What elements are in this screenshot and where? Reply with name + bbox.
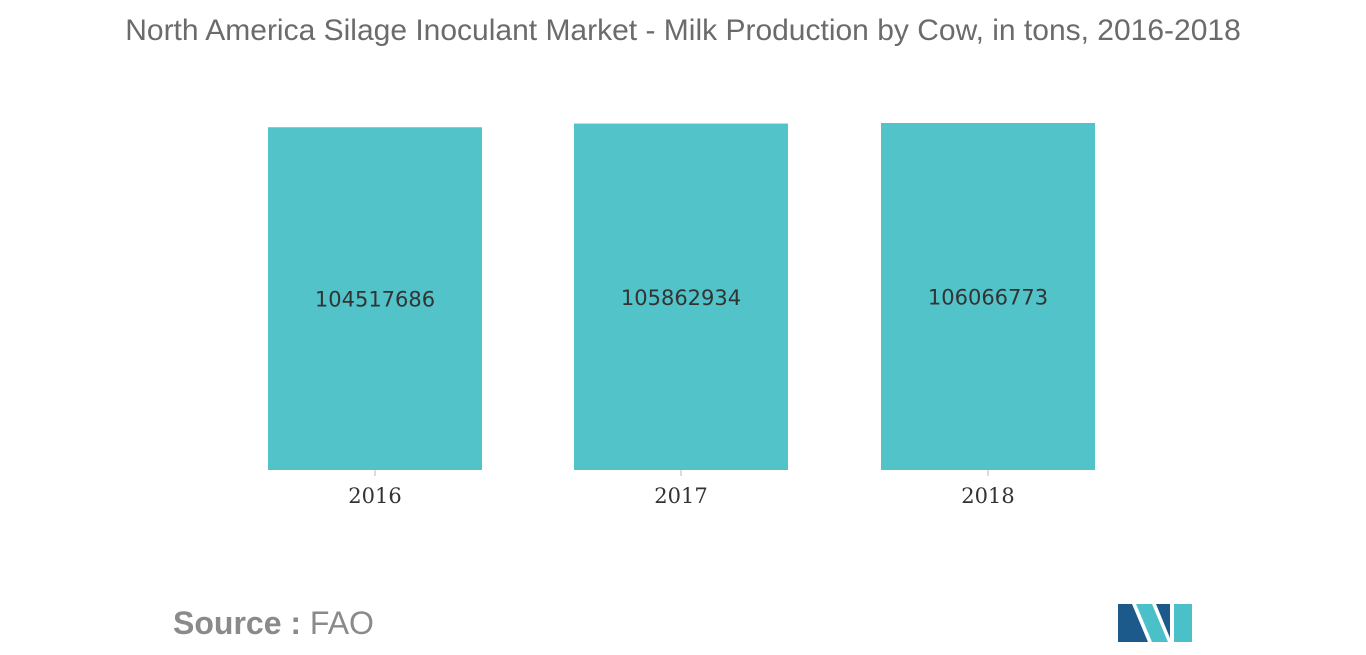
bar-2017 (574, 123, 788, 470)
bar-2016 (268, 127, 482, 470)
data-label-2018: 106066773 (928, 286, 1048, 310)
bar-chart: 104517686 2016 105862934 2017 106066773 2018 (268, 123, 1095, 508)
chart-title: North America Silage Inoculant Market - … (125, 14, 1241, 47)
x-tick-label-2018: 2018 (961, 484, 1014, 508)
source-value: FAO (309, 605, 374, 641)
bar-2018 (881, 123, 1095, 470)
source-label: Source : (173, 605, 302, 641)
data-label-2017: 105862934 (621, 286, 741, 310)
x-tick-label-2016: 2016 (348, 484, 401, 508)
brand-logo-icon (1118, 604, 1192, 642)
data-label-2016: 104517686 (315, 288, 435, 312)
x-tick-label-2017: 2017 (654, 484, 707, 508)
source-note: Source : FAO (173, 605, 374, 642)
